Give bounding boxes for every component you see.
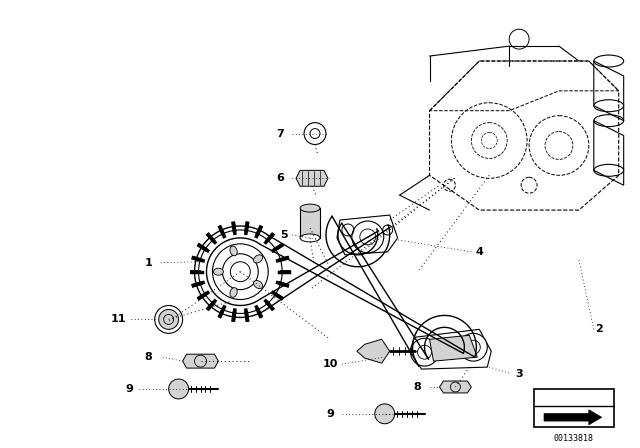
Polygon shape	[357, 339, 390, 363]
Text: 3: 3	[515, 369, 523, 379]
Text: 2: 2	[595, 324, 603, 334]
Text: 8: 8	[145, 352, 152, 362]
Circle shape	[223, 254, 259, 289]
Text: 10: 10	[323, 359, 338, 369]
Text: 8: 8	[413, 382, 422, 392]
Ellipse shape	[214, 268, 223, 275]
Ellipse shape	[230, 288, 237, 297]
Circle shape	[460, 333, 487, 361]
Text: 9: 9	[125, 384, 132, 394]
Ellipse shape	[300, 204, 320, 212]
Text: 00133818: 00133818	[554, 434, 594, 443]
Ellipse shape	[230, 246, 237, 256]
Polygon shape	[182, 354, 218, 368]
Polygon shape	[544, 410, 602, 425]
Text: 4: 4	[476, 247, 483, 257]
Polygon shape	[440, 381, 471, 393]
Circle shape	[310, 129, 320, 138]
Circle shape	[159, 310, 179, 329]
Circle shape	[169, 379, 189, 399]
Circle shape	[198, 230, 282, 314]
Polygon shape	[410, 329, 492, 369]
Circle shape	[212, 244, 268, 300]
Circle shape	[155, 306, 182, 333]
Circle shape	[411, 338, 438, 366]
Ellipse shape	[253, 280, 262, 289]
Circle shape	[375, 404, 395, 424]
Text: 9: 9	[326, 409, 334, 419]
Text: 7: 7	[276, 129, 284, 138]
Text: 1: 1	[145, 258, 152, 268]
Polygon shape	[296, 170, 328, 186]
Circle shape	[230, 262, 250, 282]
Circle shape	[304, 123, 326, 145]
Polygon shape	[429, 335, 477, 361]
Polygon shape	[337, 215, 397, 255]
Ellipse shape	[300, 234, 320, 242]
Polygon shape	[300, 208, 320, 238]
Text: 11: 11	[111, 314, 127, 324]
Ellipse shape	[253, 255, 262, 263]
Text: 6: 6	[276, 173, 284, 183]
Circle shape	[352, 221, 384, 253]
Text: 5: 5	[280, 230, 288, 240]
